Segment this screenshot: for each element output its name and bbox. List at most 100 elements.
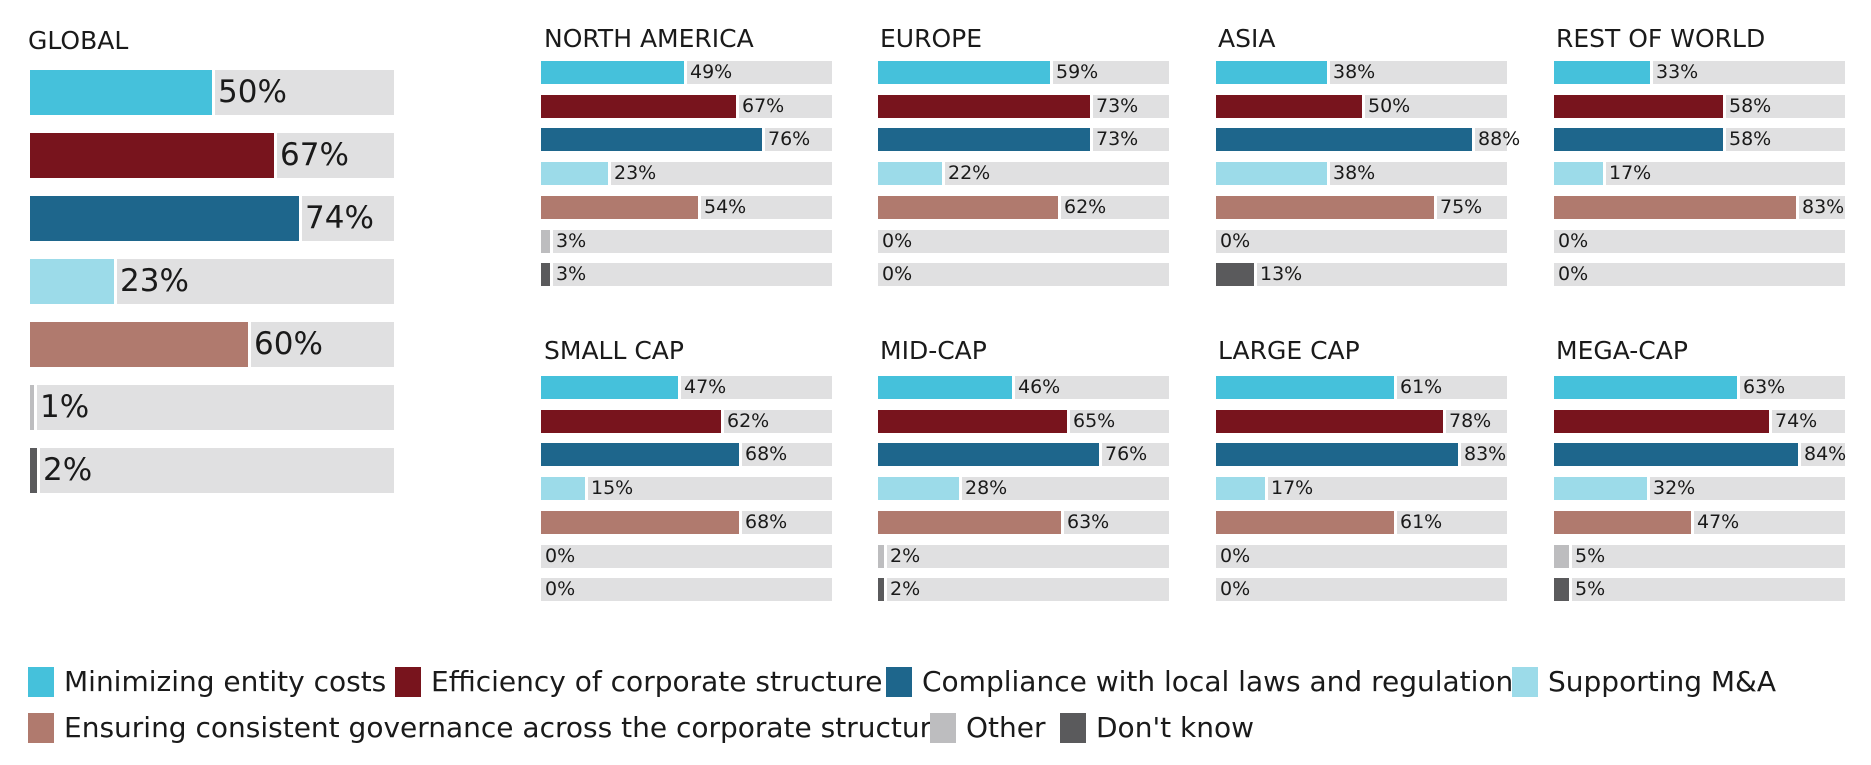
bar-separator (1012, 376, 1015, 399)
bar-track: 0% (878, 230, 1169, 253)
bar-track: 65% (878, 410, 1169, 433)
data-label: 76% (1105, 443, 1148, 465)
bar-compliance-with-local-laws-and-regulations (541, 128, 762, 151)
data-label: 28% (965, 477, 1008, 499)
bar-track: 0% (1554, 263, 1845, 286)
data-label: 83% (1464, 443, 1507, 465)
data-label: 23% (120, 263, 189, 299)
bar-separator (248, 322, 251, 367)
bar-ensuring-consistent-governance-across-the-corporate-structure (878, 511, 1061, 534)
bar-separator (1058, 196, 1061, 219)
bar-track: 23% (30, 259, 394, 304)
bar-separator (884, 578, 887, 601)
bar-separator (884, 545, 887, 568)
bar-separator (608, 162, 611, 185)
data-label: 38% (1333, 162, 1376, 184)
bar-track: 68% (541, 443, 832, 466)
bar-efficiency-of-corporate-structure (878, 95, 1090, 118)
bar-track: 62% (878, 196, 1169, 219)
data-label: 1% (40, 389, 90, 425)
data-label: 61% (1400, 376, 1443, 398)
bar-track: 59% (878, 61, 1169, 84)
bar-separator (1327, 61, 1330, 84)
panel-title-mega-cap: MEGA-CAP (1556, 336, 1688, 365)
data-label: 68% (745, 443, 788, 465)
bar-track: 49% (541, 61, 832, 84)
bar-track: 0% (1216, 230, 1507, 253)
bar-minimizing-entity-costs (1554, 61, 1650, 84)
bar-separator (274, 133, 277, 178)
legend-label: Efficiency of corporate structure (431, 665, 883, 698)
bar-track: 75% (1216, 196, 1507, 219)
data-label: 74% (305, 200, 374, 236)
bar-track: 38% (1216, 61, 1507, 84)
legend-swatch (1512, 667, 1538, 697)
data-label: 83% (1802, 196, 1845, 218)
bar-other (878, 545, 884, 568)
bar-efficiency-of-corporate-structure (878, 410, 1067, 433)
bar-other (541, 230, 550, 253)
data-label: 5% (1575, 578, 1606, 600)
bar-don-t-know (1216, 263, 1254, 286)
legend-label: Supporting M&A (1548, 665, 1777, 698)
bar-separator (1569, 578, 1572, 601)
legend-swatch (930, 713, 956, 743)
bar-separator (736, 95, 739, 118)
bar-ensuring-consistent-governance-across-the-corporate-structure (1216, 511, 1394, 534)
data-label: 0% (1220, 230, 1251, 252)
bar-compliance-with-local-laws-and-regulations (541, 443, 739, 466)
bar-separator (1327, 162, 1330, 185)
bar-track: 5% (1554, 545, 1845, 568)
bar-separator (37, 448, 40, 493)
bar-supporting-m-a (1554, 477, 1647, 500)
bar-track: 22% (878, 162, 1169, 185)
bar-track: 0% (541, 578, 832, 601)
bar-track: 68% (541, 511, 832, 534)
data-label: 17% (1271, 477, 1314, 499)
bar-separator (1061, 511, 1064, 534)
bar-separator (34, 385, 37, 430)
panel-title-asia: ASIA (1218, 24, 1276, 53)
bar-minimizing-entity-costs (878, 61, 1050, 84)
bar-other (30, 385, 34, 430)
bar-track: 58% (1554, 95, 1845, 118)
data-label: 13% (1260, 263, 1303, 285)
bar-track: 2% (878, 545, 1169, 568)
bar-track: 13% (1216, 263, 1507, 286)
data-label: 38% (1333, 61, 1376, 83)
panel-title-mid-cap: MID-CAP (880, 336, 987, 365)
bar-supporting-m-a (541, 162, 608, 185)
data-label: 65% (1073, 410, 1116, 432)
bar-efficiency-of-corporate-structure (1554, 95, 1723, 118)
bar-track: 46% (878, 376, 1169, 399)
data-label: 17% (1609, 162, 1652, 184)
data-label: 63% (1743, 376, 1786, 398)
data-label: 2% (890, 545, 921, 567)
bar-compliance-with-local-laws-and-regulations (1216, 443, 1458, 466)
data-label: 3% (556, 230, 587, 252)
bar-compliance-with-local-laws-and-regulations (1554, 443, 1798, 466)
bar-track: 28% (878, 477, 1169, 500)
bar-separator (212, 70, 215, 115)
data-label: 84% (1804, 443, 1847, 465)
bar-track: 47% (1554, 511, 1845, 534)
bar-efficiency-of-corporate-structure (541, 410, 721, 433)
panel-title-large-cap: LARGE CAP (1218, 336, 1360, 365)
legend-swatch (395, 667, 421, 697)
bar-separator (959, 477, 962, 500)
panel-title-small-cap: SMALL CAP (544, 336, 684, 365)
bar-don-t-know (541, 263, 550, 286)
data-label: 22% (948, 162, 991, 184)
bar-track: 50% (1216, 95, 1507, 118)
bar-track: 50% (30, 70, 394, 115)
bar-supporting-m-a (878, 162, 942, 185)
bar-separator (1650, 61, 1653, 84)
data-label: 67% (742, 95, 785, 117)
bar-separator (1723, 128, 1726, 151)
bar-separator (1723, 95, 1726, 118)
bar-separator (1254, 263, 1257, 286)
panel-title-europe: EUROPE (880, 24, 983, 53)
bar-separator (1090, 128, 1093, 151)
bar-separator (1796, 196, 1799, 219)
